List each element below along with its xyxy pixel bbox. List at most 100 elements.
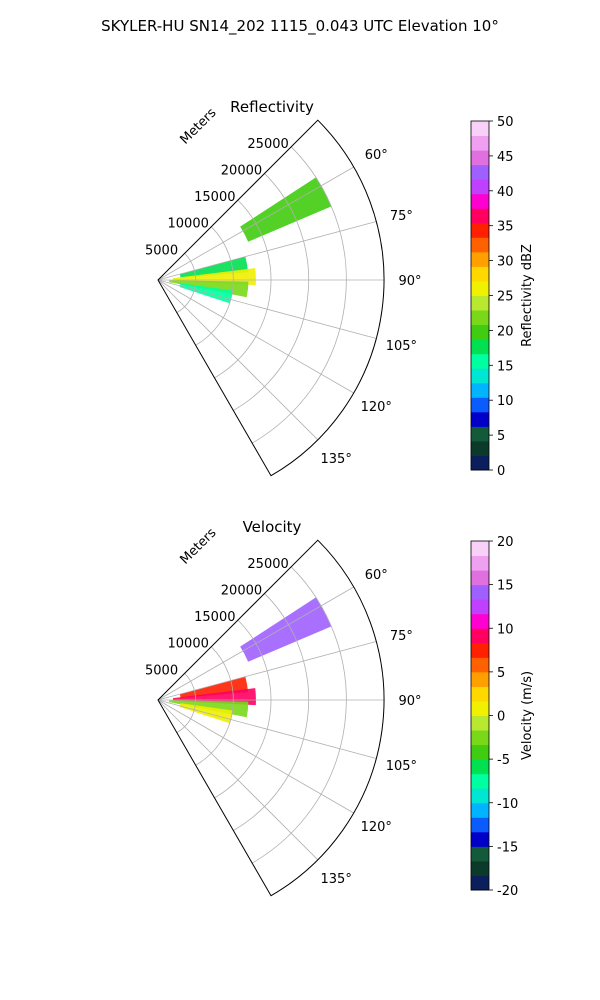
azimuth-gridline bbox=[157, 699, 354, 814]
colorbar-swatch bbox=[471, 730, 489, 746]
azimuth-tick-label: 60° bbox=[365, 148, 388, 163]
colorbar-tick-label: 5 bbox=[497, 666, 505, 681]
colorbar-tick-label: -10 bbox=[497, 797, 518, 812]
azimuth-tick-label: 75° bbox=[390, 629, 413, 644]
range-tick-label: 20000 bbox=[221, 163, 262, 178]
range-axis-label: Meters bbox=[178, 525, 220, 567]
colorbar-swatch bbox=[471, 382, 489, 398]
azimuth-tick-label: 135° bbox=[321, 872, 352, 887]
azimuth-tick-label: 135° bbox=[321, 452, 352, 467]
colorbar-swatch bbox=[471, 411, 489, 427]
colorbar-label: Reflectivity dBZ bbox=[520, 244, 535, 347]
colorbar-swatch bbox=[471, 150, 489, 166]
range-gridline bbox=[176, 673, 197, 733]
echo-region bbox=[240, 177, 332, 242]
azimuth-tick-label: 120° bbox=[361, 400, 392, 415]
colorbar-swatch bbox=[471, 599, 489, 615]
colorbar-swatch bbox=[471, 397, 489, 413]
colorbar-swatch bbox=[471, 744, 489, 760]
colorbar-label: Velocity (m/s) bbox=[520, 671, 535, 760]
colorbar-swatch bbox=[471, 135, 489, 151]
azimuth-tick-label: 120° bbox=[361, 820, 392, 835]
figure-title: SKYLER-HU SN14_202 1115_0.043 UTC Elevat… bbox=[101, 17, 499, 36]
azimuth-tick-label: 105° bbox=[386, 759, 417, 774]
colorbar-swatch bbox=[471, 368, 489, 384]
azimuth-tick-label: 105° bbox=[386, 339, 417, 354]
colorbar-swatch bbox=[471, 613, 489, 629]
range-tick-label: 15000 bbox=[194, 190, 235, 205]
colorbar-swatch bbox=[471, 788, 489, 804]
colorbar-swatch bbox=[471, 642, 489, 658]
colorbar-swatch bbox=[471, 295, 489, 311]
colorbar-swatch bbox=[471, 280, 489, 296]
colorbar-tick-label: 45 bbox=[497, 150, 514, 165]
colorbar-swatch bbox=[471, 875, 489, 891]
azimuth-tick-label: 90° bbox=[398, 694, 421, 709]
colorbar-swatch bbox=[471, 222, 489, 238]
range-tick-label: 25000 bbox=[247, 557, 288, 572]
azimuth-tick-label: 90° bbox=[398, 274, 421, 289]
colorbar-swatch bbox=[471, 831, 489, 847]
range-tick-label: 5000 bbox=[145, 663, 178, 678]
azimuth-gridline bbox=[157, 699, 377, 759]
azimuth-gridline bbox=[157, 166, 354, 281]
range-gridline bbox=[251, 566, 347, 864]
colorbar-swatch bbox=[471, 628, 489, 644]
colorbar-tick-label: 5 bbox=[497, 429, 505, 444]
colorbar-swatch bbox=[471, 817, 489, 833]
chart-title: Reflectivity bbox=[230, 98, 314, 116]
azimuth-gridline bbox=[157, 641, 377, 701]
colorbar-tick-label: 10 bbox=[497, 622, 514, 637]
colorbar-tick-label: 20 bbox=[497, 324, 514, 339]
colorbar-tick-label: 25 bbox=[497, 290, 514, 305]
colorbar-swatch bbox=[471, 773, 489, 789]
colorbar-tick-label: -5 bbox=[497, 753, 510, 768]
azimuth-gridline bbox=[157, 279, 354, 394]
colorbar-swatch bbox=[471, 570, 489, 586]
reflectivity-panel: Reflectivity 5000 10000 15000 20000 25000 Mete… bbox=[145, 98, 535, 479]
sector-frame bbox=[157, 539, 385, 897]
colorbar-swatch bbox=[471, 426, 489, 442]
colorbar-swatch bbox=[471, 310, 489, 326]
colorbar-swatch bbox=[471, 353, 489, 369]
colorbar-swatch bbox=[471, 846, 489, 862]
range-gridline bbox=[195, 226, 234, 346]
colorbar-swatch bbox=[471, 266, 489, 282]
colorbar-swatch bbox=[471, 555, 489, 571]
colorbar-swatch bbox=[471, 455, 489, 471]
colorbar-tick-label: -20 bbox=[497, 884, 518, 899]
range-tick-label: 5000 bbox=[145, 243, 178, 258]
range-tick-label: 25000 bbox=[247, 137, 288, 152]
colorbar-tick-label: 30 bbox=[497, 255, 514, 270]
sector-frame bbox=[157, 119, 385, 477]
range-gridline bbox=[176, 253, 197, 313]
colorbar-swatch bbox=[471, 164, 489, 180]
azimuth-gridline bbox=[157, 586, 354, 701]
colorbar-tick-label: 10 bbox=[497, 394, 514, 409]
colorbar-swatch bbox=[471, 339, 489, 355]
colorbar-swatch bbox=[471, 237, 489, 253]
colorbar-swatch bbox=[471, 541, 489, 557]
range-gridline bbox=[195, 646, 234, 766]
range-axis-label: Meters bbox=[178, 105, 220, 147]
range-tick-label: 15000 bbox=[194, 610, 235, 625]
azimuth-gridline bbox=[157, 279, 377, 339]
colorbar-swatch bbox=[471, 208, 489, 224]
azimuth-gridline bbox=[157, 279, 319, 441]
colorbar-tick-label: 20 bbox=[497, 535, 514, 550]
colorbar-tick-label: 0 bbox=[497, 464, 505, 479]
colorbar-swatch bbox=[471, 179, 489, 195]
colorbar-swatch bbox=[471, 759, 489, 775]
echo-region bbox=[240, 597, 332, 662]
colorbar-tick-label: -15 bbox=[497, 840, 518, 855]
azimuth-tick-label: 60° bbox=[365, 568, 388, 583]
azimuth-gridline bbox=[157, 699, 319, 861]
colorbar-swatch bbox=[471, 671, 489, 687]
colorbar-swatch bbox=[471, 657, 489, 673]
colorbar-swatch bbox=[471, 860, 489, 876]
colorbar-swatch bbox=[471, 700, 489, 716]
colorbar-swatch bbox=[471, 440, 489, 456]
colorbar-tick-label: 50 bbox=[497, 115, 514, 130]
colorbar-swatch bbox=[471, 584, 489, 600]
